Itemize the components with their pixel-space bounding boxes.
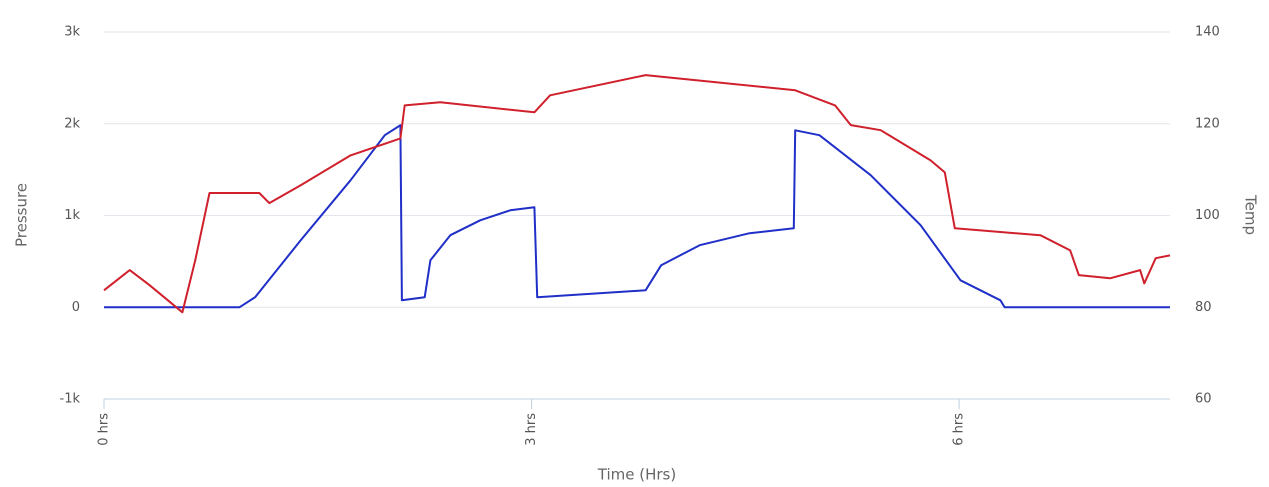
series-line (103, 74, 1171, 314)
series-line (104, 124, 1170, 309)
y-tick-label: 0 (72, 300, 80, 315)
y2-tick-label: 60 (1195, 392, 1212, 407)
y-tick-label: 3k (64, 25, 80, 40)
y-axis-title: Pressure (13, 183, 31, 247)
x-axis-title: Time (Hrs) (597, 466, 676, 484)
y2-tick-label: 100 (1195, 208, 1220, 223)
y2-tick-label: 120 (1195, 116, 1220, 131)
x-tick-label: 6 hrs (952, 413, 967, 446)
y-tick-label: -1k (60, 392, 81, 407)
y-tick-label: 1k (64, 208, 80, 223)
x-tick-label: 0 hrs (97, 413, 112, 446)
y2-tick-label: 80 (1195, 300, 1212, 315)
y-tick-label: 2k (64, 116, 80, 131)
x-tick-label: 3 hrs (524, 413, 539, 446)
y2-tick-label: 140 (1195, 25, 1220, 40)
y2-axis-title: Temp (1242, 194, 1260, 235)
